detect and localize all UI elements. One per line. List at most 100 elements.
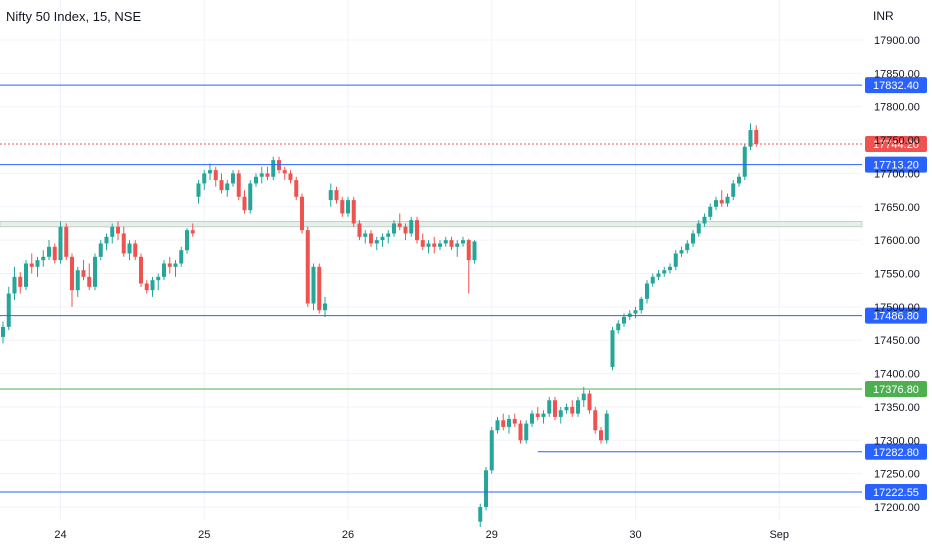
candle-body bbox=[196, 183, 201, 197]
y-tick-label: 17550.00 bbox=[874, 269, 920, 281]
candle-body bbox=[340, 200, 345, 214]
candle-body bbox=[121, 233, 126, 254]
candle-body bbox=[535, 413, 540, 417]
candle-body bbox=[162, 263, 166, 277]
candle-body bbox=[524, 423, 529, 441]
candle-body bbox=[507, 418, 511, 427]
candle-body bbox=[731, 183, 736, 197]
candle-body bbox=[328, 190, 333, 201]
currency-label: INR bbox=[873, 9, 894, 23]
candle-body bbox=[512, 418, 517, 424]
support-zone bbox=[0, 221, 863, 228]
candle-body bbox=[668, 266, 672, 271]
candle-body bbox=[610, 330, 615, 367]
price-level-badge bbox=[865, 156, 927, 173]
x-tick-label: 24 bbox=[54, 529, 66, 541]
candle-body bbox=[41, 256, 46, 261]
candle-body bbox=[282, 170, 287, 174]
candle-body bbox=[518, 423, 523, 441]
candle-body bbox=[208, 170, 212, 174]
candle-body bbox=[139, 256, 143, 284]
candle-body bbox=[259, 173, 264, 177]
candle-body bbox=[81, 270, 86, 277]
candle-body bbox=[242, 196, 247, 211]
candle-body bbox=[650, 276, 655, 284]
candle-body bbox=[472, 241, 477, 261]
candle-body bbox=[714, 200, 718, 207]
candle-body bbox=[708, 206, 713, 217]
y-tick-label: 17350.00 bbox=[874, 402, 920, 414]
candle-body bbox=[420, 240, 425, 247]
candle-body bbox=[52, 246, 57, 261]
price-level-label: 17282.80 bbox=[873, 447, 919, 459]
candle-body bbox=[167, 263, 172, 267]
candle-body bbox=[35, 260, 40, 267]
candle-body bbox=[415, 220, 419, 241]
candle-body bbox=[104, 236, 109, 244]
candle-body bbox=[323, 303, 327, 311]
candle-body bbox=[98, 243, 103, 257]
candle-body bbox=[438, 243, 442, 247]
candle-body bbox=[271, 160, 276, 177]
candle-body bbox=[12, 276, 17, 294]
candle-body bbox=[662, 270, 667, 274]
candle-body bbox=[466, 240, 471, 261]
candle-body bbox=[679, 250, 684, 254]
candle-body bbox=[369, 233, 373, 244]
price-level-label: 17486.80 bbox=[873, 311, 919, 323]
candle-body bbox=[530, 413, 534, 424]
candle-body bbox=[87, 276, 92, 287]
candle-body bbox=[133, 243, 138, 257]
y-tick-label: 17600.00 bbox=[874, 235, 920, 247]
candle-body bbox=[501, 420, 506, 427]
candle-body bbox=[656, 273, 661, 277]
candle-body bbox=[725, 196, 730, 204]
candle-body bbox=[742, 146, 747, 177]
candle-body bbox=[144, 283, 149, 291]
candle-body bbox=[409, 220, 414, 234]
candlesticks bbox=[1, 123, 759, 528]
price-level-label: 17222.55 bbox=[873, 487, 919, 499]
y-tick-label: 17400.00 bbox=[874, 369, 920, 381]
candle-body bbox=[58, 226, 63, 261]
y-tick-label: 17750.00 bbox=[874, 135, 920, 147]
candle-body bbox=[564, 406, 569, 411]
candle-body bbox=[719, 200, 724, 204]
candle-body bbox=[449, 240, 454, 247]
price-level-badge bbox=[865, 483, 927, 500]
candle-body bbox=[47, 246, 51, 257]
price-axis[interactable]: 17200.00 17250.00 17300.00 17350.00 17400.00… bbox=[874, 35, 920, 514]
price-levels: 17832.40 17744.20 17713.20 17486.80 17376.80… bbox=[0, 77, 927, 500]
candle-body bbox=[553, 400, 557, 417]
candle-body bbox=[231, 173, 235, 184]
price-level-badge bbox=[865, 135, 927, 152]
candle-body bbox=[213, 170, 218, 181]
candle-body bbox=[334, 190, 339, 201]
y-tick-label: 17300.00 bbox=[874, 435, 920, 447]
price-level-label: 17744.20 bbox=[873, 139, 919, 151]
price-level-badge bbox=[865, 381, 927, 398]
y-tick-label: 17500.00 bbox=[874, 302, 920, 314]
candle-body bbox=[75, 270, 80, 291]
candle-body bbox=[116, 226, 120, 234]
candle-body bbox=[478, 507, 483, 522]
candle-body bbox=[443, 240, 448, 244]
y-tick-label: 17850.00 bbox=[874, 68, 920, 80]
candle-body bbox=[397, 223, 402, 227]
candle-body bbox=[156, 276, 161, 281]
y-tick-label: 17700.00 bbox=[874, 168, 920, 180]
candle-body bbox=[645, 283, 649, 299]
candle-body bbox=[576, 400, 580, 414]
candle-body bbox=[685, 243, 690, 251]
candle-body bbox=[737, 176, 741, 184]
candle-body bbox=[346, 200, 350, 214]
y-tick-label: 17200.00 bbox=[874, 502, 920, 514]
candle-body bbox=[317, 266, 322, 311]
candle-body bbox=[254, 176, 258, 184]
candle-body bbox=[547, 400, 552, 414]
candle-body bbox=[392, 223, 396, 234]
candle-body bbox=[380, 236, 385, 241]
time-axis[interactable]: 24 25 26 29 30 Sep bbox=[54, 529, 789, 541]
price-level-badge bbox=[865, 443, 927, 460]
